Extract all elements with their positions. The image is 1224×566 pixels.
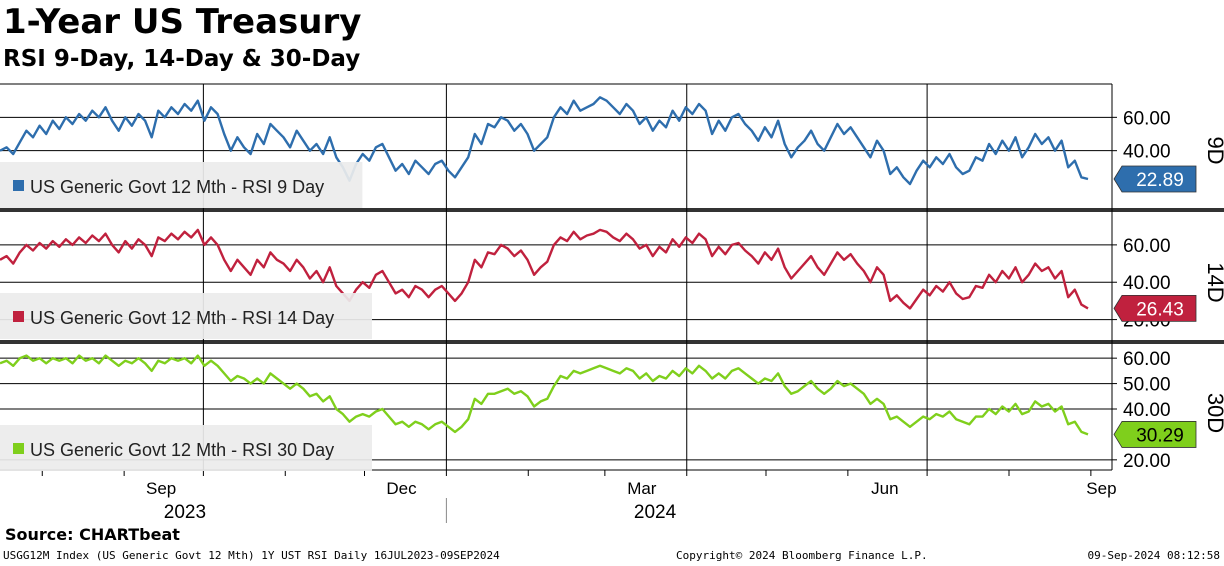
legend-label: US Generic Govt 12 Mth - RSI 9 Day — [30, 177, 324, 197]
footer-timestamp: 09-Sep-2024 08:12:58 — [1087, 549, 1220, 562]
source-note: Source: CHARTbeat — [5, 525, 180, 544]
legend-swatch — [13, 443, 24, 454]
chart-subtitle: RSI 9-Day, 14-Day & 30-Day — [3, 46, 361, 72]
chart-title: 1-Year US Treasury — [3, 2, 362, 42]
series-line-30d — [0, 354, 1089, 436]
last-value-label: 26.43 — [1136, 299, 1184, 320]
legend-box — [0, 293, 372, 339]
panel-tag: 14D — [1203, 262, 1224, 302]
legend-box — [0, 425, 372, 471]
year-label: 2023 — [164, 502, 206, 523]
panel-tag: 30D — [1203, 393, 1224, 433]
last-value-badge — [1113, 421, 1197, 448]
x-tick-label: Dec — [386, 479, 417, 498]
y-tick-label: 60.00 — [1123, 108, 1171, 129]
y-tick-label: 60.00 — [1123, 349, 1171, 370]
y-tick-label: 50.00 — [1123, 375, 1171, 396]
x-tick-label: Mar — [627, 479, 657, 498]
x-tick-label: Sep — [146, 479, 176, 498]
y-tick-label: 60.00 — [1123, 236, 1171, 257]
y-tick-label: 40.00 — [1123, 273, 1171, 294]
last-value-label: 22.89 — [1136, 170, 1184, 191]
panel-tag: 9D — [1203, 136, 1224, 164]
legend-swatch — [13, 180, 24, 191]
x-tick-label: Sep — [1086, 479, 1116, 498]
legend-swatch — [13, 311, 24, 322]
y-tick-label: 40.00 — [1123, 142, 1171, 163]
panel-separator — [0, 208, 1224, 212]
legend-label: US Generic Govt 12 Mth - RSI 30 Day — [30, 440, 334, 460]
legend-box — [0, 162, 363, 208]
year-label: 2024 — [634, 502, 677, 523]
panel-separator — [0, 340, 1224, 344]
footer-copyright: Copyright© 2024 Bloomberg Finance L.P. — [676, 549, 928, 562]
last-value-badge — [1113, 165, 1197, 193]
x-tick-label: Jun — [871, 479, 898, 498]
legend-label: US Generic Govt 12 Mth - RSI 14 Day — [30, 308, 334, 328]
last-value-label: 30.29 — [1136, 425, 1184, 446]
y-tick-label: 20.00 — [1123, 451, 1171, 472]
y-tick-label: 40.00 — [1123, 400, 1171, 421]
footer-index-description: USGG12M Index (US Generic Govt 12 Mth) 1… — [3, 549, 500, 562]
last-value-badge — [1113, 294, 1197, 322]
series-line-9d — [0, 96, 1089, 186]
series-line-14d — [0, 228, 1089, 310]
